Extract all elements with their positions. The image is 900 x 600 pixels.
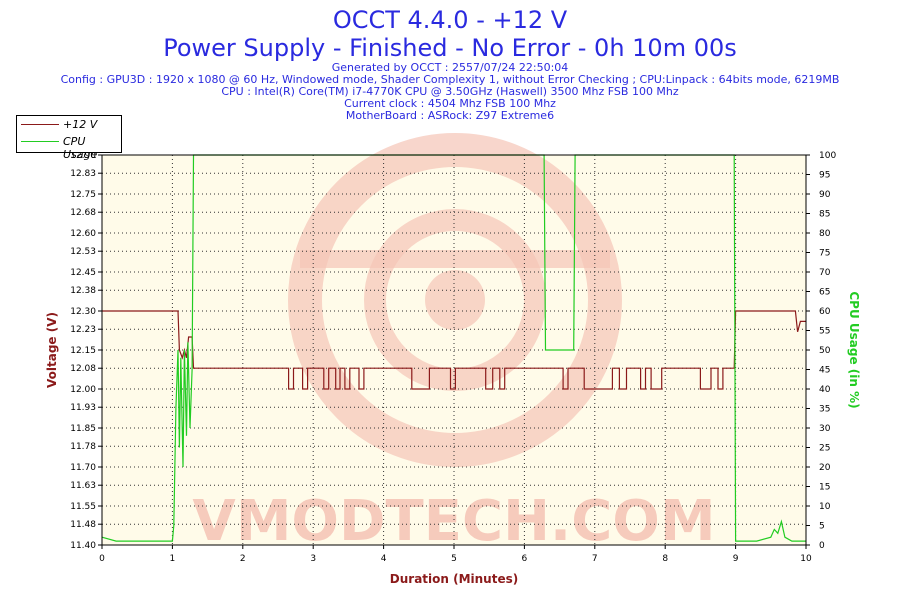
y-right-tick-label: 65	[819, 288, 830, 298]
y-right-tick-label: 10	[819, 502, 831, 512]
chart-title: OCCT 4.4.0 - +12 V	[332, 6, 568, 34]
y-right-tick-label: 60	[819, 307, 831, 317]
x-tick-label: 9	[733, 554, 739, 564]
y-right-tick-label: 55	[819, 327, 830, 337]
y-left-tick-label: 11.93	[70, 403, 96, 413]
info-cpu: CPU : Intel(R) Core(TM) i7-4770K CPU @ 3…	[221, 85, 679, 98]
y-left-tick-label: 12.45	[70, 268, 96, 278]
y-left-tick-label: 12.23	[70, 325, 96, 335]
y-left-tick-label: 11.55	[70, 502, 96, 512]
legend-swatch-cpu	[21, 141, 59, 142]
y-right-tick-label: 50	[819, 346, 831, 356]
watermark-logo	[288, 133, 622, 467]
y-left-tick-label: 12.30	[70, 307, 96, 317]
y-right-tick-label: 25	[819, 444, 830, 454]
y-right-tick-label: 100	[819, 151, 836, 161]
y-right-tick-label: 95	[819, 171, 830, 181]
y-left-tick-label: 11.78	[70, 442, 96, 452]
y-left-tick-label: 11.48	[70, 520, 96, 530]
legend: +12 V CPU Usage	[16, 115, 122, 161]
x-tick-label: 7	[592, 554, 598, 564]
y-right-tick-label: 70	[819, 268, 831, 278]
tick-labels: 0 1 2 3 4 5 6 7 8 9 1011.4011.4811.5511.6311.7011.…	[70, 151, 836, 564]
y-left-tick-label: 12.75	[70, 190, 96, 200]
info-config: Config : GPU3D : 1920 x 1080 @ 60 Hz, Wi…	[60, 73, 840, 86]
y-left-tick-label: 11.63	[70, 481, 96, 491]
chart-header: OCCT 4.4.0 - +12 V Power Supply - Finish…	[0, 0, 900, 122]
y-left-tick-label: 12.83	[70, 169, 96, 179]
legend-label-voltage: +12 V	[63, 118, 98, 131]
legend-item-cpu: CPU Usage	[17, 133, 121, 161]
x-tick-label: 3	[310, 554, 316, 564]
x-tick-label: 2	[240, 554, 246, 564]
chart-subtitle: Power Supply - Finished - No Error - 0h …	[163, 34, 737, 62]
y-left-tick-label: 12.00	[70, 385, 96, 395]
series-line-cpu-usage	[101, 154, 806, 542]
x-tick-label: 6	[522, 554, 528, 564]
y-left-tick-label: 12.68	[70, 208, 96, 218]
y-left-tick-label: 12.15	[70, 346, 96, 356]
y-right-axis-title: CPU Usage (in %)	[847, 291, 861, 408]
info-clock: Current clock : 4504 Mhz FSB 100 Mhz	[344, 97, 556, 110]
watermark-text: VMODTECH.COM	[192, 489, 715, 554]
y-left-tick-label: 12.53	[70, 247, 96, 257]
y-left-tick-label: 12.38	[70, 286, 96, 296]
y-left-tick-label: 12.60	[70, 229, 96, 239]
y-left-tick-label: 12.08	[70, 364, 96, 374]
legend-item-voltage: +12 V	[17, 116, 121, 133]
legend-label-cpu: CPU Usage	[63, 135, 98, 161]
y-right-tick-label: 45	[819, 366, 830, 376]
grid	[102, 155, 806, 545]
x-tick-label: 8	[662, 554, 668, 564]
legend-swatch-voltage	[21, 124, 59, 125]
x-axis-title: Duration (Minutes)	[390, 572, 518, 586]
y-right-tick-label: 30	[819, 424, 831, 434]
y-right-tick-label: 90	[819, 190, 831, 200]
y-left-tick-label: 11.40	[70, 541, 96, 551]
y-right-tick-label: 75	[819, 249, 830, 259]
info-motherboard: MotherBoard : ASRock: Z97 Extreme6	[345, 109, 555, 122]
y-left-tick-label: 11.85	[70, 424, 96, 434]
series-layer	[101, 154, 806, 542]
x-tick-label: 0	[99, 554, 105, 564]
x-tick-label: 10	[800, 554, 812, 564]
y-left-axis-title: Voltage (V)	[45, 312, 59, 388]
x-tick-label: 1	[170, 554, 176, 564]
info-generated: Generated by OCCT : 2557/07/24 22:50:04	[331, 61, 569, 74]
y-right-tick-label: 20	[819, 463, 831, 473]
y-left-tick-label: 11.70	[70, 463, 96, 473]
y-right-tick-label: 35	[819, 405, 830, 415]
y-right-tick-label: 0	[819, 541, 825, 551]
x-tick-label: 5	[451, 554, 457, 564]
y-left-tick-label: 12.90	[70, 151, 96, 161]
series-line-voltage	[102, 310, 806, 390]
y-right-tick-label: 85	[819, 210, 830, 220]
y-right-tick-label: 40	[819, 385, 831, 395]
y-right-tick-label: 15	[819, 483, 830, 493]
y-right-tick-label: 80	[819, 229, 831, 239]
y-right-tick-label: 5	[819, 522, 825, 532]
x-tick-label: 4	[381, 554, 387, 564]
